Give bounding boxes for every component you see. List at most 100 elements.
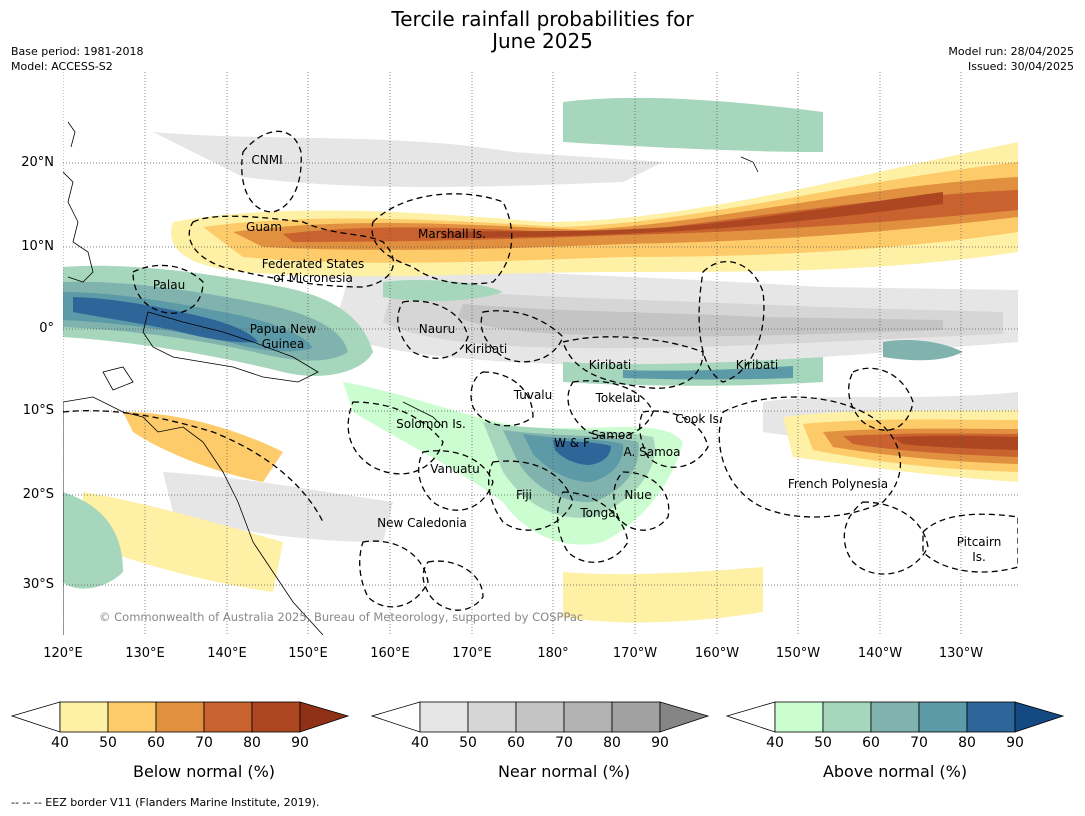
map-title: Tercile rainfall probabilities for June … xyxy=(0,8,1085,52)
colorbar-near-swatch xyxy=(563,701,613,733)
place-label-marshall: Marshall Is. xyxy=(418,227,486,241)
graticule xyxy=(63,72,1018,635)
colorbar-tick: 70 xyxy=(555,735,573,751)
place-label-tuvalu: Tuvalu xyxy=(513,388,553,402)
place-label-kiribati-east: Kiribati xyxy=(736,358,778,372)
colorbar-below-swatch xyxy=(59,701,109,733)
colorbar-near-swatch xyxy=(419,701,469,733)
place-label-wallis-futuna: W & F xyxy=(554,436,590,450)
colorbar-above-swatch xyxy=(822,701,872,733)
above-normal-regions xyxy=(63,97,963,589)
colorbar-above-label: Above normal (%) xyxy=(822,762,968,781)
colorbar-tick: 40 xyxy=(51,735,69,751)
place-label-new-caledonia: New Caledonia xyxy=(377,516,467,530)
colorbar-tick: 90 xyxy=(291,735,309,751)
colorbar-tick: 90 xyxy=(1006,735,1024,751)
colorbar-below-label: Below normal (%) xyxy=(132,762,276,781)
colorbar-tick: 50 xyxy=(814,735,832,751)
place-label-kiribati-central: Kiribati xyxy=(589,358,631,372)
colorbar-tick: 70 xyxy=(195,735,213,751)
colorbar-tick: 50 xyxy=(99,735,117,751)
place-label-fsm-2: of Micronesia xyxy=(273,271,353,285)
colorbar-below-normal xyxy=(10,701,350,733)
below-normal-north-band xyxy=(171,142,1018,277)
issued-text: Issued: 30/04/2025 xyxy=(967,60,1074,73)
place-label-pitcairn-1: Pitcairn xyxy=(957,535,1002,549)
colorbar-tick: 50 xyxy=(459,735,477,751)
colorbar-below-swatch xyxy=(203,701,253,733)
place-label-cnmi: CNMI xyxy=(251,153,282,167)
place-label-samoa: Samoa xyxy=(591,428,632,442)
model-text: Model: ACCESS-S2 xyxy=(11,60,113,73)
place-label-tokelau: Tokelau xyxy=(595,391,641,405)
x-tick-label: 170°W xyxy=(612,646,658,661)
x-tick-label: 140°E xyxy=(207,646,247,661)
place-label-nauru: Nauru xyxy=(419,322,455,336)
x-tick-label: 160°W xyxy=(694,646,740,661)
place-label-guam: Guam xyxy=(246,220,282,234)
colorbars xyxy=(10,701,1065,733)
colorbar-near-over xyxy=(659,701,710,733)
colorbar-above-swatch xyxy=(966,701,1016,733)
copyright-text: © Commonwealth of Australia 2025, Bureau… xyxy=(99,610,583,624)
x-tick-label: 150°W xyxy=(775,646,821,661)
place-label-tonga: Tonga xyxy=(579,506,615,520)
colorbar-near-swatch xyxy=(515,701,565,733)
colorbar-tick: 60 xyxy=(507,735,525,751)
rainfall-map: CNMI Guam Marshall Is. Federated States … xyxy=(63,72,1018,635)
y-tick-label: 10°S xyxy=(22,403,54,418)
y-tick-label: 20°N xyxy=(21,155,54,170)
colorbar-tick: 80 xyxy=(958,735,976,751)
place-label-palau: Palau xyxy=(153,278,185,292)
place-labels: CNMI Guam Marshall Is. Federated States … xyxy=(153,153,1001,564)
place-label-cook: Cook Is. xyxy=(675,412,722,426)
place-label-pitcairn-2: Is. xyxy=(972,550,986,564)
colorbar-tick: 90 xyxy=(651,735,669,751)
x-tick-label: 130°W xyxy=(938,646,984,661)
colorbar-above-over xyxy=(1014,701,1065,733)
colorbar-near-swatch xyxy=(467,701,517,733)
place-label-png-2: Guinea xyxy=(262,337,305,351)
colorbar-above-under xyxy=(725,701,776,733)
colorbar-below-swatch xyxy=(155,701,205,733)
model-run-text: Model run: 28/04/2025 xyxy=(948,45,1074,58)
place-label-niue: Niue xyxy=(624,488,651,502)
eez-footer-note: -- -- -- EEZ border V11 (Flanders Marine… xyxy=(11,796,320,809)
x-tick-label: 150°E xyxy=(288,646,328,661)
place-label-vanuatu: Vanuatu xyxy=(430,462,480,476)
place-label-french-polynesia: French Polynesia xyxy=(788,477,888,491)
y-tick-label: 30°S xyxy=(22,577,54,592)
colorbar-tick: 40 xyxy=(766,735,784,751)
colorbar-near-label: Near normal (%) xyxy=(497,762,631,781)
meta-left: Base period: 1981-2018 Model: ACCESS-S2 xyxy=(11,44,143,74)
colorbar-below-swatch xyxy=(251,701,301,733)
place-label-fiji: Fiji xyxy=(516,488,532,502)
place-label-fsm-1: Federated States xyxy=(262,257,364,271)
meta-right: Model run: 28/04/2025 Issued: 30/04/2025 xyxy=(948,44,1074,74)
colorbar-above-normal xyxy=(725,701,1065,733)
eez-borders xyxy=(63,130,1018,611)
y-tick-label: 0° xyxy=(39,321,54,336)
place-label-american-samoa: A. Samoa xyxy=(624,445,681,459)
colorbar-above-swatch xyxy=(870,701,920,733)
colorbar-above-swatch xyxy=(918,701,968,733)
below-normal-south-band xyxy=(83,410,1018,623)
x-tick-label: 140°W xyxy=(857,646,903,661)
colorbar-tick: 80 xyxy=(603,735,621,751)
place-label-png-1: Papua New xyxy=(250,322,317,336)
colorbar-tick: 60 xyxy=(862,735,880,751)
colorbar-above-swatch xyxy=(774,701,824,733)
place-label-solomon: Solomon Is. xyxy=(396,417,466,431)
colorbar-below-over xyxy=(299,701,350,733)
title-line-2: June 2025 xyxy=(492,29,593,53)
x-tick-label: 160°E xyxy=(370,646,410,661)
place-label-kiribati-west: Kiribati xyxy=(465,342,507,356)
title-line-1: Tercile rainfall probabilities for xyxy=(391,7,694,31)
colorbar-tick: 70 xyxy=(910,735,928,751)
colorbar-near-normal xyxy=(370,701,710,733)
x-tick-label: 120°E xyxy=(43,646,83,661)
x-tick-label: 130°E xyxy=(125,646,165,661)
y-tick-label: 20°S xyxy=(22,487,54,502)
colorbar-near-swatch xyxy=(611,701,661,733)
y-tick-label: 10°N xyxy=(21,239,54,254)
